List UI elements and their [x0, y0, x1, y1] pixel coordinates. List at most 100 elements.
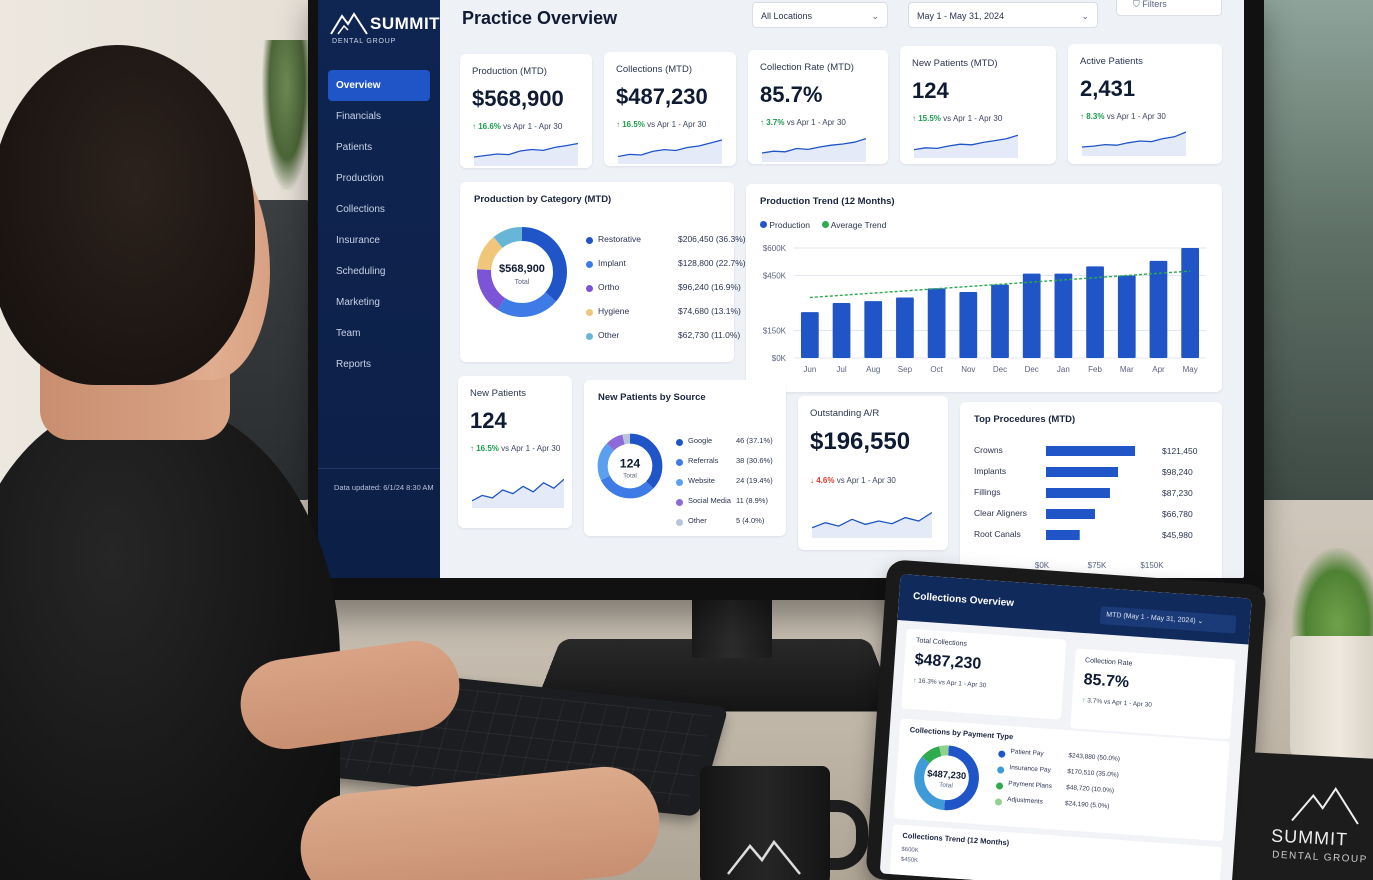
person-hair: [0, 45, 255, 385]
donut-slice: [597, 433, 663, 499]
kpi-delta: ↑ 8.3% vs Apr 1 - Apr 30: [1080, 112, 1166, 121]
kpi-sparkline: [1082, 131, 1186, 156]
procedure-name: Clear Aligners: [974, 508, 1027, 518]
legend-name: Referrals: [688, 456, 719, 465]
filters-button[interactable]: ⛉ Filters: [1116, 0, 1222, 16]
kpi-label: Production (MTD): [472, 66, 547, 77]
kpi-compare: vs Apr 1 - Apr 30: [786, 118, 846, 127]
brand-logo[interactable]: SUMMIT DENTAL GROUP: [330, 8, 440, 48]
brand-name: SUMMIT: [370, 14, 441, 33]
kpi-label: Outstanding A/R: [810, 408, 880, 419]
sidebar-item-insurance[interactable]: Insurance: [336, 235, 380, 246]
legend-dot: [676, 519, 683, 526]
legend-dot: [994, 798, 1003, 806]
sidebar-item-marketing[interactable]: Marketing: [336, 297, 380, 308]
sidebar-item-team[interactable]: Team: [336, 328, 361, 339]
sparkline-line: [474, 142, 578, 158]
patient-source-donut: 124 Total: [597, 433, 663, 499]
kpi-card-new-patients[interactable]: New Patients (MTD) 124 ↑ 15.5% vs Apr 1 …: [900, 46, 1056, 164]
filter-icon: ⛉: [1133, 0, 1143, 9]
sidebar: SUMMIT DENTAL GROUP Overview Financials …: [318, 0, 440, 578]
legend-production: Production: [769, 220, 811, 230]
kpi-sparkline: [474, 142, 578, 166]
outstanding-ar-card[interactable]: Outstanding A/R $196,550 ↓ 4.6% vs Apr 1…: [798, 396, 948, 550]
kpi-sparkline: [762, 137, 866, 162]
new-patients-card[interactable]: New Patients 124 ↑ 16.5% vs Apr 1 - Apr …: [458, 376, 572, 528]
sidebar-item-production[interactable]: Production: [336, 173, 384, 184]
legend-name: Ortho: [598, 282, 620, 292]
source-legend: Google 46 (37.1%) Referrals 38 (30.6%) Websi…: [676, 436, 782, 536]
x-tick-label: Jan: [1057, 365, 1070, 374]
legend-value: 5 (4.0%): [736, 516, 765, 525]
legend-value: $96,240 (16.9%): [678, 282, 741, 292]
tablet-range-value: MTD (May 1 - May 31, 2024): [1106, 611, 1196, 625]
legend-item: Hygiene $74,680 (13.1%): [586, 306, 741, 330]
donut-center-label: Total: [515, 279, 530, 286]
trend-bar: [896, 297, 914, 358]
legend-item: Website 24 (19.4%): [676, 476, 782, 496]
legend-dot: [995, 782, 1004, 790]
new-patients-by-source-card: New Patients by Source 124 Total Google 4…: [584, 380, 786, 536]
kpi-compare: vs Apr 1 - Apr 30: [1106, 112, 1166, 121]
kpi-value: 2,431: [1080, 76, 1136, 101]
card-title: Top Procedures (MTD): [974, 414, 1076, 425]
sidebar-item-collections[interactable]: Collections: [336, 204, 385, 215]
kpi-delta: ↑ 16.5% vs Apr 1 - Apr 30: [470, 444, 561, 453]
sidebar-item-patients[interactable]: Patients: [336, 142, 373, 153]
sidebar-item-scheduling[interactable]: Scheduling: [336, 266, 386, 277]
donut-slice: [597, 433, 663, 499]
legend-item: Other $62,730 (11.0%): [586, 330, 740, 354]
kpi-card-collection-rate[interactable]: Collection Rate (MTD) 85.7% ↑ 3.7% vs Ap…: [748, 50, 888, 164]
kpi-value: 124: [470, 408, 507, 433]
legend-dot: [996, 766, 1005, 774]
kpi-card-active-patients[interactable]: Active Patients 2,431 ↑ 8.3% vs Apr 1 - …: [1068, 44, 1222, 164]
sparkline-area: [618, 140, 722, 164]
legend-dot-production: [760, 221, 767, 228]
trend-bar: [1181, 248, 1200, 358]
tablet-range-select[interactable]: MTD (May 1 - May 31, 2024) ⌄: [1099, 606, 1237, 634]
legend-item: Other 5 (4.0%): [676, 516, 782, 536]
donut-center-label: Total: [623, 473, 637, 480]
sidebar-item-overview[interactable]: Overview: [328, 70, 430, 101]
donut-slice: [914, 745, 979, 811]
location-select[interactable]: All Locations ⌄: [752, 2, 888, 28]
tablet-total-collections-card[interactable]: Total Collections $487,230 ↑ 16.3% vs Ap…: [901, 628, 1067, 720]
kpi-label: Collection Rate (MTD): [760, 62, 854, 73]
tablet-card-title: Collections Trend (12 Months): [902, 830, 1010, 848]
kpi-card-production[interactable]: Production (MTD) $568,900 ↑ 16.6% vs Apr…: [460, 54, 592, 168]
kpi-delta-percent: 15.5%: [918, 114, 941, 123]
procedure-name: Fillings: [974, 487, 1000, 497]
legend-name: Insurance Pay: [1009, 764, 1052, 775]
legend-dot: [586, 285, 593, 292]
kpi-delta-percent: 16.5%: [622, 120, 645, 129]
procedure-bar: [1046, 467, 1119, 477]
sidebar-item-financials[interactable]: Financials: [336, 111, 382, 122]
data-updated-text: Data updated: 6/1/24 8:30 AM: [318, 468, 440, 508]
sparkline-line: [812, 511, 932, 529]
kpi-compare: vs Apr 1 - Apr 30: [501, 444, 561, 453]
legend-value: $128,800 (22.7%): [678, 258, 746, 268]
card-title: Production Trend (12 Months): [760, 196, 895, 207]
sparkline-line: [762, 137, 866, 154]
sparkline-area: [472, 479, 564, 508]
procedure-value: $66,780: [1162, 509, 1193, 519]
tablet-collection-rate-card[interactable]: Collection Rate 85.7% ↑ 3.7% vs Apr 1 - …: [1070, 648, 1236, 740]
legend-value: $206,450 (36.3%): [678, 234, 746, 244]
card-title: Production by Category (MTD): [474, 194, 612, 205]
procedure-value: $98,240: [1162, 467, 1193, 477]
tablet-trend-tick: $450K: [900, 856, 919, 864]
donut-slice: [477, 227, 567, 317]
kpi-card-collections[interactable]: Collections (MTD) $487,230 ↑ 16.5% vs Ap…: [604, 52, 736, 166]
background-plant: [262, 40, 312, 190]
monitor-stand-neck: [692, 598, 772, 658]
tablet-kpi-value: 85.7%: [1083, 671, 1130, 692]
date-range-select[interactable]: May 1 - May 31, 2024 ⌄: [908, 2, 1098, 28]
category-legend: Restorative $206,450 (36.3%) Implant $128,8…: [586, 234, 746, 354]
legend-dot: [586, 309, 593, 316]
sidebar-item-reports[interactable]: Reports: [336, 359, 372, 370]
trend-bar: [1149, 260, 1168, 358]
legend-name: Implant: [598, 258, 626, 268]
dashboard-screen: SUMMIT DENTAL GROUP Overview Financials …: [318, 0, 1244, 578]
donut-slice: [597, 433, 663, 499]
kpi-value: 124: [912, 78, 949, 103]
